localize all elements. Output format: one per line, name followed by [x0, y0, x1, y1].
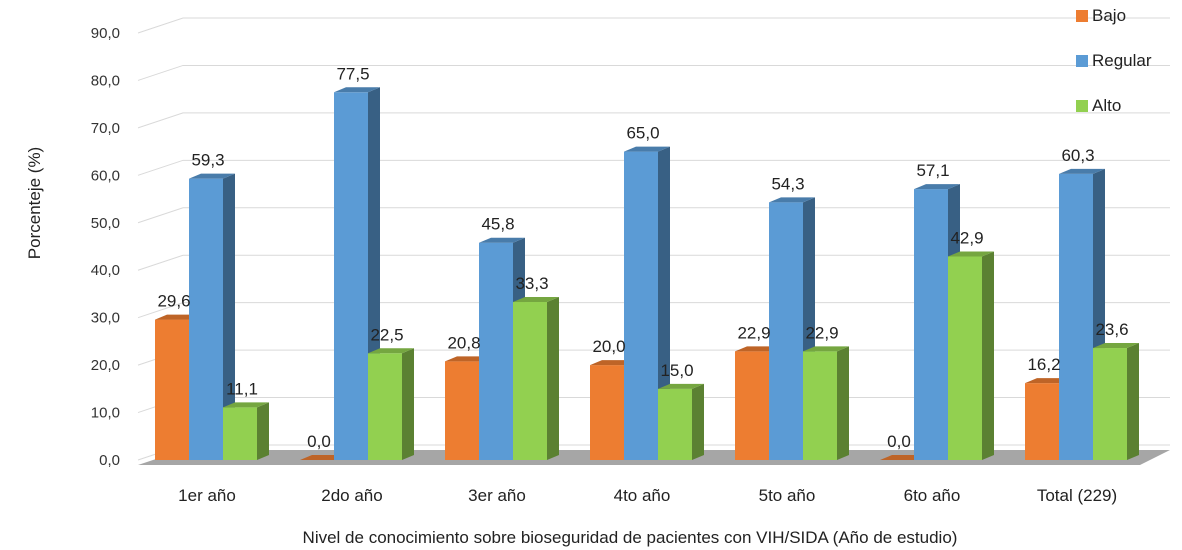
data-label: 42,9 [950, 228, 983, 247]
bar-alto [368, 348, 414, 460]
y-axis-title: Porcenteje (%) [25, 147, 44, 259]
data-label: 77,5 [336, 64, 369, 83]
gridline [137, 159, 1170, 176]
legend: Bajo Regular Alto [1076, 6, 1152, 115]
data-label: 16,2 [1027, 355, 1060, 374]
y-tick-label: 80,0 [91, 72, 120, 89]
data-label: 23,6 [1095, 320, 1128, 339]
data-label: 29,6 [157, 292, 190, 311]
gridline [137, 112, 1170, 129]
data-label: 22,9 [737, 323, 770, 342]
x-axis-title: Nivel de conocimiento sobre bioseguridad… [303, 528, 958, 547]
x-tick-label: 6to año [904, 486, 961, 505]
y-tick-label: 20,0 [91, 357, 120, 374]
y-axis-ticks: 0,0 10,0 20,0 30,0 40,0 50,0 60,0 70,0 80,0 90,0 [91, 25, 120, 469]
data-label: 0,0 [887, 432, 911, 451]
x-tick-label: 2do año [321, 486, 382, 505]
y-tick-label: 40,0 [91, 262, 120, 279]
data-label: 20,8 [447, 333, 480, 352]
bar-regular [189, 173, 235, 460]
y-tick-label: 30,0 [91, 310, 120, 327]
data-label: 20,0 [592, 337, 625, 356]
data-label: 22,9 [805, 323, 838, 342]
legend-swatch-regular [1076, 55, 1088, 67]
y-tick-label: 60,0 [91, 167, 120, 184]
data-label: 54,3 [771, 174, 804, 193]
bar-alto [658, 383, 704, 460]
bar-alto [513, 297, 559, 460]
data-label: 0,0 [307, 432, 331, 451]
x-tick-label: 1er año [178, 486, 236, 505]
y-tick-label: 70,0 [91, 120, 120, 137]
bar-regular [769, 197, 815, 461]
data-label: 57,1 [916, 161, 949, 180]
x-tick-label: 3er año [468, 486, 526, 505]
data-label: 15,0 [660, 361, 693, 380]
gridline [137, 64, 1170, 81]
data-label: 59,3 [191, 151, 224, 170]
gridlines [137, 17, 1170, 461]
legend-swatch-bajo [1076, 10, 1088, 22]
data-labels: 29,6 59,3 11,1 0,0 77,5 22,5 20,8 45,8 33,3 20,0 6… [157, 64, 1128, 451]
legend-label-bajo: Bajo [1092, 6, 1126, 25]
legend-label-alto: Alto [1092, 96, 1121, 115]
gridline [137, 17, 1170, 34]
gridline [137, 302, 1170, 319]
data-label: 22,5 [370, 325, 403, 344]
data-label: 11,1 [226, 379, 258, 398]
bar-alto [223, 402, 269, 460]
y-tick-label: 0,0 [99, 452, 120, 469]
legend-swatch-alto [1076, 100, 1088, 112]
bar-regular [624, 146, 670, 460]
x-tick-label: 5to año [759, 486, 816, 505]
y-tick-label: 10,0 [91, 405, 120, 422]
bar-alto [948, 251, 994, 460]
x-tick-label: 4to año [614, 486, 671, 505]
bars [155, 87, 1139, 461]
legend-label-regular: Regular [1092, 51, 1152, 70]
x-axis-categories: 1er año 2do año 3er año 4to año 5to año 6to a… [178, 486, 1117, 505]
data-label: 60,3 [1061, 146, 1094, 165]
gridline [137, 207, 1170, 224]
y-tick-label: 50,0 [91, 215, 120, 232]
data-label: 65,0 [626, 124, 659, 143]
data-label: 45,8 [481, 215, 514, 234]
data-label: 33,3 [515, 274, 548, 293]
gridline [137, 254, 1170, 271]
bar-alto [1093, 343, 1139, 460]
y-tick-label: 90,0 [91, 25, 120, 42]
bar-alto [803, 346, 849, 460]
x-tick-label: Total (229) [1037, 486, 1117, 505]
